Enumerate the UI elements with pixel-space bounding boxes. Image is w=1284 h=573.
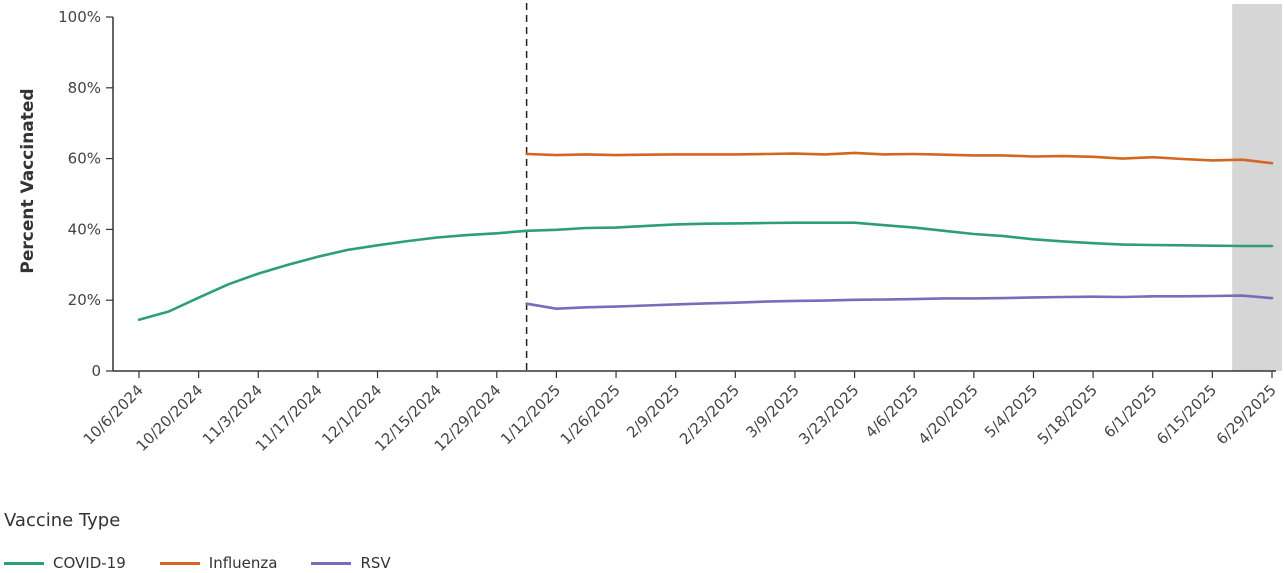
x-tick-label: 3/23/2025 (795, 381, 862, 448)
series-line-rsv (525, 294, 1274, 311)
legend-swatch-rsv (311, 561, 352, 565)
x-tick-label: 6/29/2025 (1213, 381, 1280, 448)
shaded-region (1232, 4, 1282, 371)
x-tick-label: 2/23/2025 (676, 381, 743, 448)
legend-swatch-covid (4, 561, 44, 565)
y-tick-label: 40% (68, 220, 101, 238)
x-tick-label: 6/1/2025 (1100, 381, 1160, 441)
x-tick-label: 4/20/2025 (915, 381, 982, 448)
y-tick-label: 0 (91, 362, 101, 380)
y-tick-label: 100% (58, 8, 101, 26)
legend-item-influenza[interactable]: Influenza (159, 554, 278, 572)
x-tick-label: 1/12/2025 (497, 381, 564, 448)
x-tick-label: 3/9/2025 (742, 381, 802, 441)
legend-label-influenza: Influenza (208, 554, 278, 572)
series-line-covid (137, 221, 1274, 322)
x-tick-label: 1/26/2025 (557, 381, 624, 448)
x-tick-label: 5/4/2025 (981, 381, 1041, 441)
series-line-influenza (525, 151, 1274, 165)
line-chart: 020%40%60%80%100%10/6/202410/20/202411/3… (18, 3, 1282, 455)
x-tick-label: 4/6/2025 (862, 381, 922, 441)
x-tick-label: 2/9/2025 (623, 381, 683, 441)
x-tick-label: 6/15/2025 (1153, 381, 1220, 448)
y-tick-label: 20% (68, 291, 101, 309)
legend: Vaccine Type COVID-19 Influenza RSV (4, 510, 704, 572)
x-tick-label: 5/18/2025 (1034, 381, 1101, 448)
y-axis-title: Percent Vaccinated (18, 88, 38, 273)
legend-title: Vaccine Type (4, 510, 121, 531)
legend-label-rsv: RSV (360, 554, 391, 572)
legend-swatch-influenza (159, 561, 200, 565)
y-tick-label: 80% (68, 79, 101, 97)
legend-label-covid: COVID-19 (53, 554, 126, 572)
legend-item-covid[interactable]: COVID-19 (4, 554, 126, 572)
legend-item-rsv[interactable]: RSV (311, 554, 391, 572)
y-tick-label: 60% (68, 150, 101, 168)
legend-items: COVID-19 Influenza RSV (4, 554, 425, 572)
